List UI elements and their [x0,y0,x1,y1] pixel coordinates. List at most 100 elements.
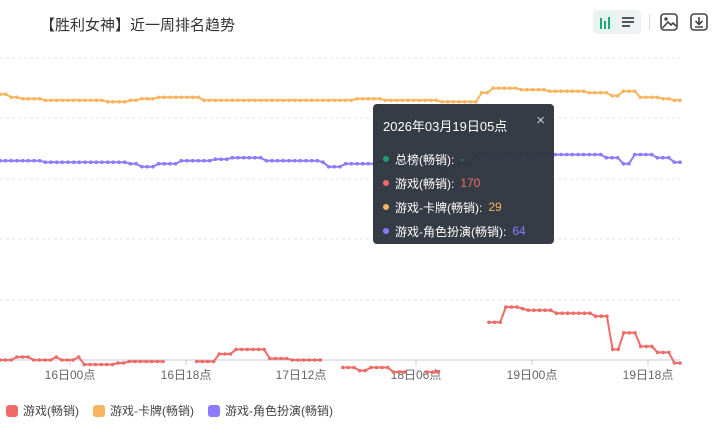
data-point [9,95,14,100]
data-point [49,98,53,103]
data-point [224,98,229,103]
data-point [217,352,221,356]
data-point [139,164,144,169]
data-point [526,308,531,313]
data-point [301,358,306,362]
data-point [666,97,671,101]
data-point [655,350,660,355]
data-point [32,97,36,101]
table-list-icon[interactable] [618,12,638,32]
data-point [352,365,356,370]
tooltip-title: 2026年03月19日05点 [383,119,508,134]
data-point [128,98,133,103]
data-point [241,155,246,160]
data-point [661,97,665,101]
data-point [88,160,93,164]
data-point [391,370,396,374]
data-point [593,152,597,157]
data-point [593,314,598,319]
tooltip-row: 游戏-角色扮演(畅销): 64 [383,219,544,243]
data-point [262,347,266,352]
data-point [610,155,614,160]
view-toggle[interactable] [593,10,641,34]
legend-item[interactable]: 游戏-卡牌(畅销) [93,402,194,419]
data-point [678,361,682,365]
data-point [0,358,2,362]
data-point [553,89,558,93]
data-point [37,97,42,101]
x-tick-label: 16日18点 [161,368,212,382]
data-point [105,362,109,367]
bar-chart-icon[interactable] [596,12,616,32]
data-point [515,305,519,309]
data-point [672,361,677,365]
data-point [281,158,286,163]
data-point [15,95,19,100]
chart-grid [0,57,680,301]
data-point [179,95,184,100]
data-point [430,370,435,374]
data-point [60,358,64,362]
image-icon[interactable] [658,11,680,33]
data-point [15,355,19,359]
data-point [520,306,525,311]
legend-item[interactable]: 游戏(畅销) [6,402,79,419]
data-point [678,98,682,103]
data-point [360,161,365,166]
data-point [284,356,289,361]
tooltip-label: 游戏(畅销): [395,176,455,191]
data-point [582,311,587,316]
data-point [509,305,514,309]
x-tick-label: 16日00点 [45,368,96,382]
data-point [298,158,303,163]
data-point [77,160,82,164]
tooltip-value: 170 [460,176,481,190]
legend-item[interactable]: 游戏-角色扮演(畅销) [208,402,333,419]
close-icon[interactable]: × [536,112,545,129]
data-point [672,98,677,103]
data-point [49,160,53,164]
data-point [179,158,184,163]
data-point [525,87,529,92]
data-point [411,98,416,103]
x-tick-label: 18日06点 [391,368,442,382]
data-point [632,89,637,93]
data-point [156,95,161,100]
data-point [451,100,456,104]
data-point [377,97,382,101]
data-point [37,358,42,362]
data-point [0,158,2,163]
data-point [185,95,189,100]
data-point [247,98,252,103]
data-point [43,98,48,103]
data-point [610,94,614,98]
chart-series [0,86,682,374]
data-point [457,100,461,104]
data-point [162,95,167,100]
data-point [155,359,160,364]
data-point [230,98,235,103]
data-point [117,100,121,104]
data-point [20,355,25,359]
data-point [3,358,8,362]
data-point [9,358,13,362]
data-point [649,95,654,100]
data-point [273,356,278,361]
data-point [570,89,575,93]
data-point [394,98,399,103]
tooltip-label: 总榜(畅销): [395,152,455,167]
data-point [349,161,354,166]
data-point [326,98,331,103]
data-point [548,308,553,313]
data-point [3,158,8,163]
data-point [105,160,110,164]
data-point [26,355,30,359]
data-point [264,158,269,163]
download-icon[interactable] [688,11,710,33]
data-point [315,158,320,163]
data-point [604,90,609,95]
data-point [616,347,620,352]
data-point [287,158,291,163]
data-point [71,358,75,362]
data-point [93,362,98,367]
